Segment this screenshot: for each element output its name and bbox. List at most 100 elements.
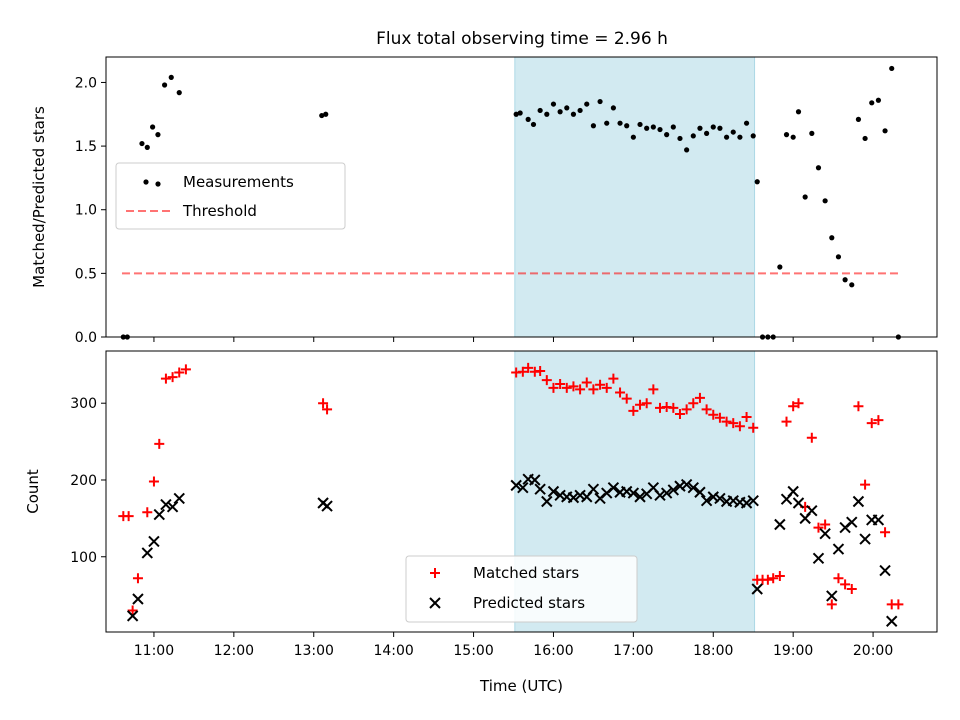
y-tick-label: 200 [70, 473, 97, 489]
matched-point [581, 377, 592, 388]
predicted-point [806, 504, 818, 517]
x-tick-label: 16:00 [533, 643, 573, 659]
predicted-point [832, 543, 845, 555]
predicted-point [707, 491, 719, 503]
predicted-point [852, 495, 865, 508]
measurement-point [822, 198, 828, 204]
measurement-point [664, 132, 670, 138]
figure-title: Flux total observing time = 2.96 h [376, 29, 668, 49]
predicted-point [126, 610, 139, 622]
predicted-point [792, 497, 805, 509]
matched-point [142, 507, 153, 518]
axes-frame [105, 56, 938, 338]
matched-point [568, 381, 579, 392]
measurement-point [150, 124, 156, 130]
measurement-point [677, 135, 683, 142]
matched-point [541, 375, 552, 386]
legend-label: Matched stars [473, 564, 579, 582]
matched-point [820, 519, 831, 530]
y-tick-label: 1.5 [75, 139, 97, 155]
measurement-point [537, 107, 543, 114]
predicted-point [740, 497, 753, 509]
x-tick-label: 15:00 [453, 643, 493, 659]
axes-frame [105, 350, 938, 633]
matched-point [555, 379, 566, 390]
predicted-point [132, 593, 144, 605]
measurement-point [754, 179, 760, 185]
measurement-point [855, 116, 862, 122]
x-tick-label: 20:00 [853, 643, 893, 659]
legend-measurement-marker [143, 179, 149, 185]
matched-point [708, 409, 719, 420]
predicted-point [674, 480, 686, 492]
matched-point [154, 438, 165, 449]
matched-point [846, 584, 857, 595]
measurement-point [730, 129, 736, 135]
matched-point [523, 362, 534, 373]
predicted-point [587, 483, 600, 495]
legend-label: Threshold [182, 202, 257, 220]
predicted-point [148, 535, 160, 548]
matched-point [806, 432, 817, 443]
measurement-point [139, 140, 145, 147]
legend-label: Predicted stars [473, 594, 585, 612]
measurement-point [875, 97, 882, 103]
predicted-point [886, 615, 898, 627]
x-axis-label: Time (UTC) [479, 677, 563, 695]
y-tick-label: 100 [70, 550, 97, 566]
matched-point [148, 476, 159, 487]
matched-point [588, 384, 599, 395]
measurement-point [889, 65, 895, 72]
matched-point [615, 387, 626, 398]
measurement-point [590, 123, 597, 129]
x-tick-label: 17:00 [613, 643, 653, 659]
measurement-point [517, 110, 523, 116]
predicted-point [846, 516, 858, 528]
measurement-point [597, 98, 603, 105]
measurement-point [650, 124, 656, 130]
series-measurements [120, 65, 901, 340]
matched-point [840, 579, 851, 590]
matched-point [517, 366, 528, 377]
measurement-point [795, 109, 802, 115]
measurement-point [513, 111, 519, 117]
matched-point [826, 599, 837, 610]
matched-point [123, 511, 134, 522]
matched-point [893, 599, 904, 610]
measurement-point [815, 165, 822, 171]
y-tick-label: 0.0 [75, 330, 97, 346]
matched-point [174, 367, 185, 378]
measurement-point [557, 109, 563, 115]
measurement-point [530, 121, 537, 128]
y-tick-label: 1.0 [75, 203, 97, 219]
measurement-point [570, 111, 577, 117]
predicted-point [534, 483, 546, 495]
series-predicted-stars [126, 473, 898, 627]
predicted-point [620, 485, 633, 498]
measurement-point [743, 120, 750, 126]
predicted-point [321, 500, 333, 512]
matched-point [781, 416, 792, 427]
predicted-point [879, 564, 891, 577]
measurement-point [525, 116, 531, 122]
measurement-point [168, 74, 174, 80]
legend-box [115, 162, 346, 230]
bottom-panel: 100 200 300 11:00 12:00 13:00 14:00 15:00 16:00 1… [24, 350, 938, 695]
matched-point [127, 605, 138, 616]
predicted-point [567, 491, 580, 504]
matched-point [601, 382, 612, 393]
matched-point [635, 399, 646, 410]
x-tick-label: 11:00 [134, 643, 174, 659]
predicted-point [819, 528, 831, 540]
matched-point [833, 573, 844, 584]
measurement-point [155, 132, 161, 138]
measurement-point [869, 100, 875, 106]
predicted-point [541, 495, 553, 508]
legend: Matched stars Predicted stars [405, 555, 638, 623]
predicted-point [747, 495, 759, 507]
predicted-point [872, 514, 885, 526]
series-matched-stars [118, 362, 904, 616]
measurement-point [550, 101, 557, 107]
predicted-point [547, 485, 560, 498]
matched-point [768, 573, 779, 584]
